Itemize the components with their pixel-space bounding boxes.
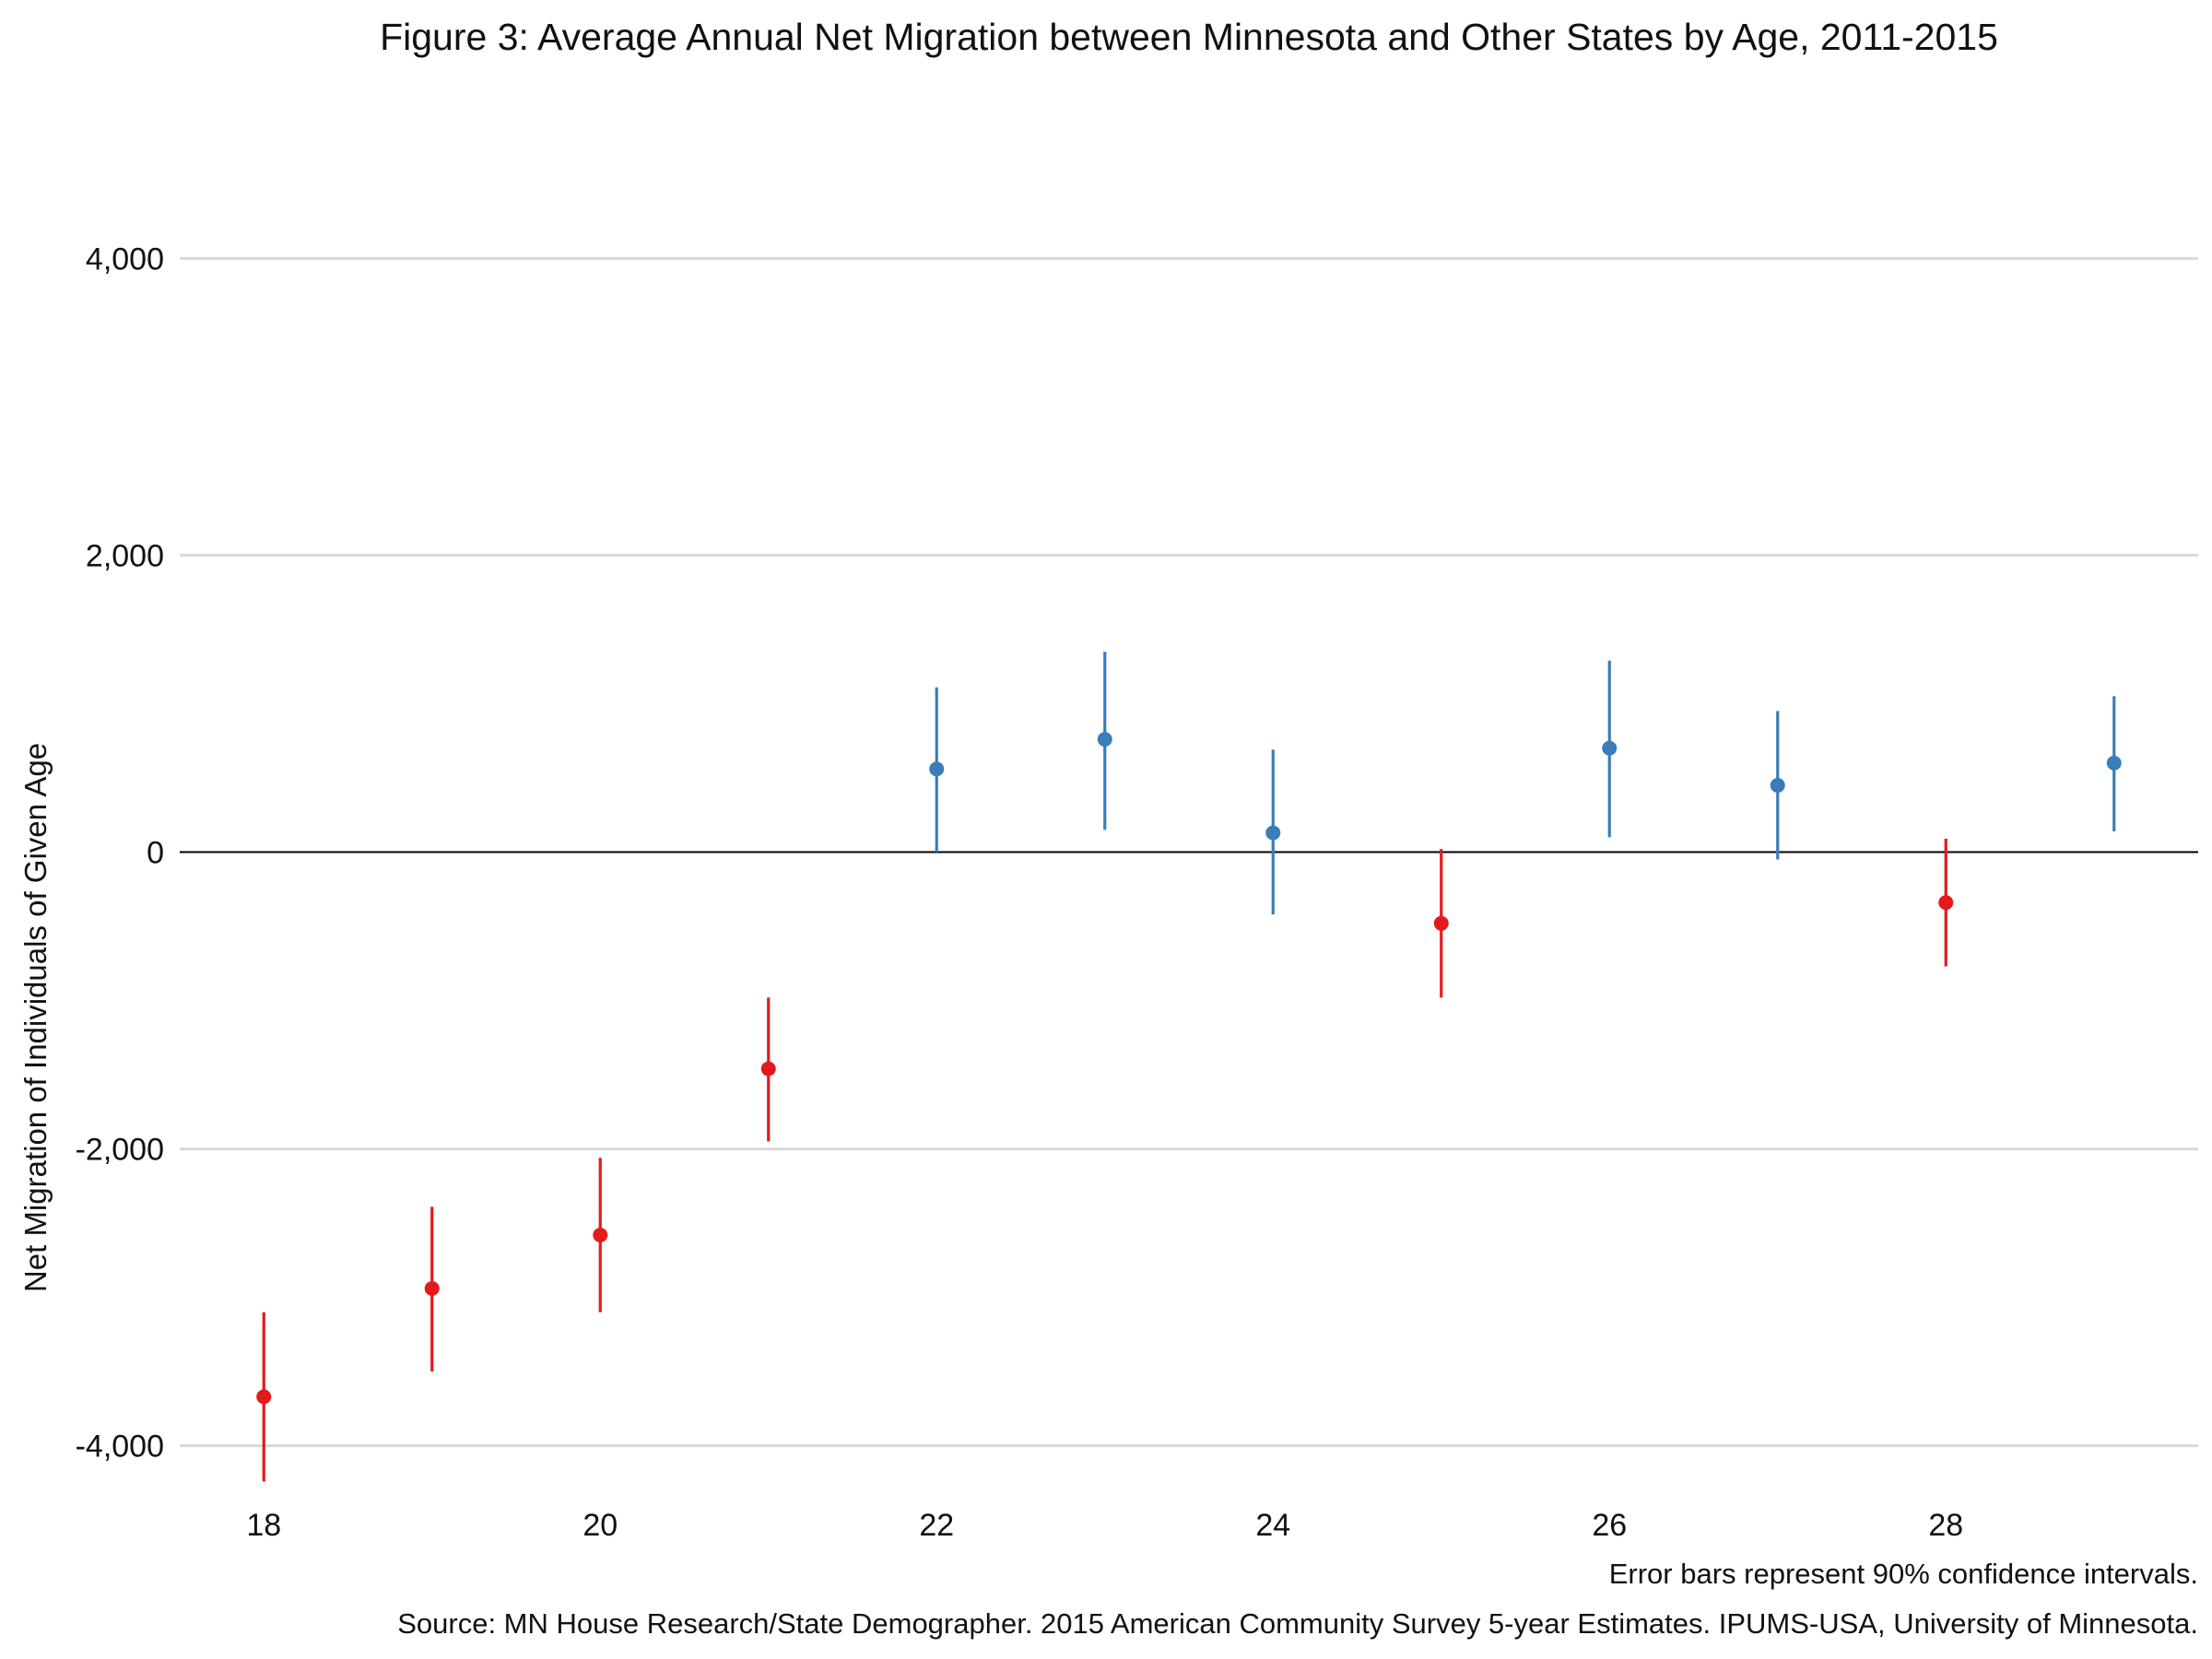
error-bars bbox=[262, 652, 2116, 1482]
x-tick-label: 18 bbox=[246, 1508, 281, 1543]
point-age-19 bbox=[424, 1280, 440, 1296]
point-age-26 bbox=[1602, 740, 1618, 756]
y-tick-label: 0 bbox=[147, 836, 164, 871]
point-age-25 bbox=[1433, 915, 1449, 931]
y-axis-label: Net Migration of Individuals of Given Ag… bbox=[18, 743, 53, 1292]
x-tick-label: 22 bbox=[919, 1508, 954, 1543]
y-axis-ticks: -4,000 -2,000 0 2,000 4,000 bbox=[76, 241, 164, 1464]
point-age-29 bbox=[2106, 755, 2122, 771]
y-tick-label: 4,000 bbox=[86, 241, 164, 276]
x-axis-ticks: 18 20 22 24 26 28 bbox=[246, 1508, 1963, 1543]
point-age-22 bbox=[929, 761, 945, 777]
point-age-23 bbox=[1097, 732, 1112, 747]
x-tick-label: 24 bbox=[1255, 1508, 1290, 1543]
point-age-24 bbox=[1265, 825, 1281, 841]
x-tick-label: 20 bbox=[582, 1508, 618, 1543]
y-tick-label: -2,000 bbox=[76, 1133, 164, 1168]
source-note: Source: MN House Research/State Demograp… bbox=[397, 1607, 2198, 1640]
chart-title: Figure 3: Average Annual Net Migration b… bbox=[380, 16, 1998, 58]
data-points bbox=[256, 732, 2122, 1405]
y-tick-label: -4,000 bbox=[76, 1430, 164, 1465]
y-tick-label: 2,000 bbox=[86, 538, 164, 573]
gridlines bbox=[180, 256, 2198, 1448]
x-tick-label: 26 bbox=[1592, 1508, 1627, 1543]
point-age-21 bbox=[760, 1061, 776, 1077]
point-age-27 bbox=[1770, 778, 1785, 794]
x-tick-label: 28 bbox=[1928, 1508, 1963, 1543]
point-age-28 bbox=[1938, 895, 1954, 911]
point-age-18 bbox=[256, 1389, 272, 1405]
error-bars-note: Error bars represent 90% confidence inte… bbox=[1609, 1558, 2198, 1590]
point-age-20 bbox=[593, 1227, 608, 1242]
